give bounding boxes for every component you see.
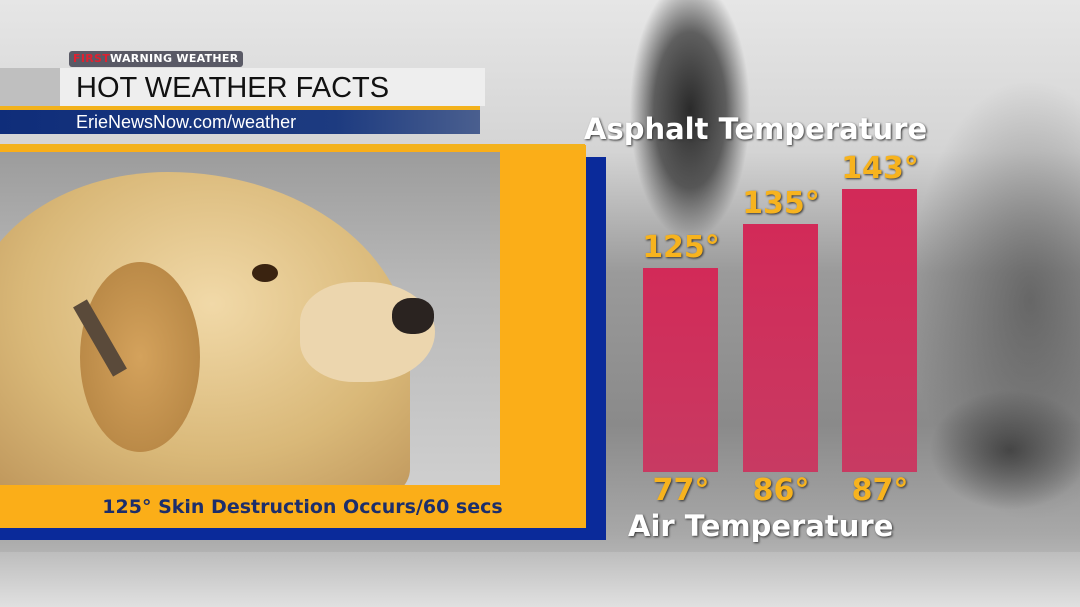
category-label: 86° — [752, 473, 810, 508]
url-bar — [0, 110, 480, 134]
bar — [643, 267, 718, 472]
brand-rest: WARNING WEATHER — [110, 52, 239, 65]
x-axis-title: Air Temperature — [628, 509, 894, 543]
category-label: 87° — [851, 473, 909, 508]
bar-value-label: 125° — [642, 229, 720, 265]
dog-ear — [80, 262, 200, 452]
category-label: 77° — [652, 473, 710, 508]
caption: 125° Skin Destruction Occurs/60 secs — [102, 496, 503, 518]
bar — [842, 189, 917, 472]
divider — [0, 106, 480, 110]
bar-value-label: 135° — [742, 186, 820, 222]
dog-photo — [0, 152, 500, 485]
bar-value-label: 143° — [841, 151, 919, 187]
chart-title: Asphalt Temperature — [584, 112, 928, 146]
page-title: HOT WEATHER FACTS — [76, 72, 390, 104]
brand-first: FIRST — [73, 52, 111, 65]
panel-top-edge — [0, 144, 585, 150]
dog-nose — [392, 298, 434, 334]
background-band — [0, 552, 1080, 607]
dog-eye — [252, 264, 278, 282]
bar — [743, 224, 818, 472]
brand-logo: FIRSTWARNING WEATHER — [69, 51, 243, 67]
title-bar — [0, 68, 485, 106]
url-text: ErieNewsNow.com/weather — [76, 112, 297, 132]
